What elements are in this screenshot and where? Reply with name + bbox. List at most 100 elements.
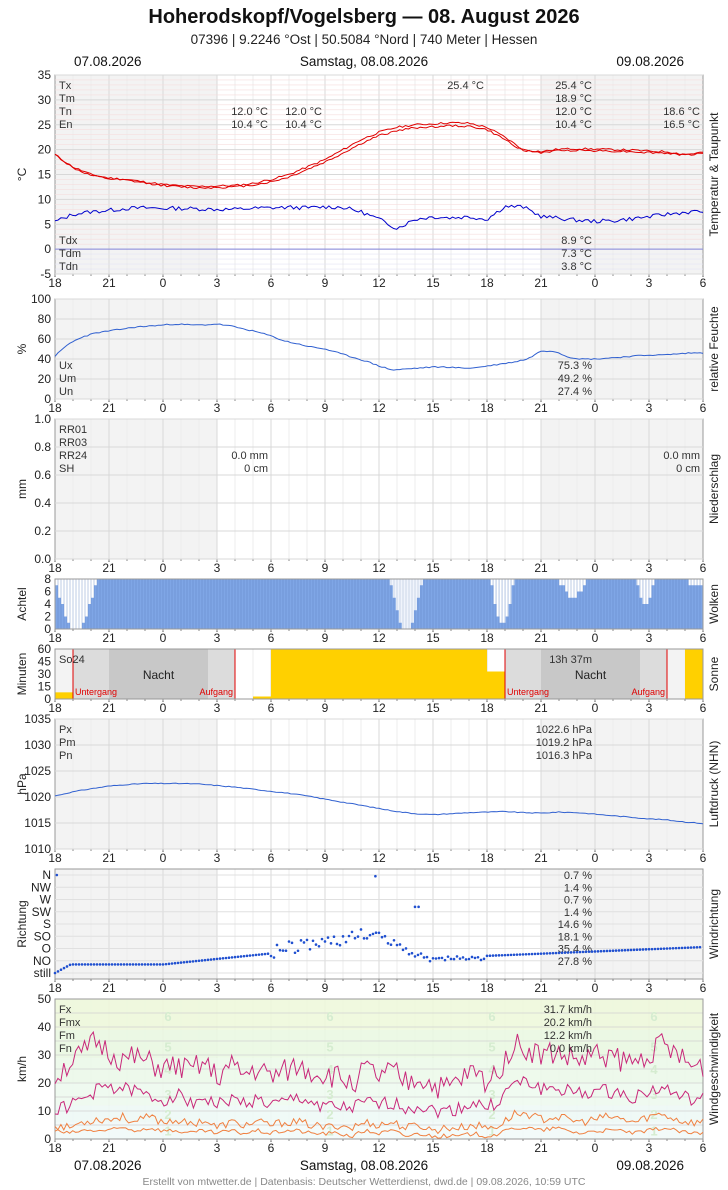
direction-point bbox=[512, 953, 516, 957]
y-tick-label: 40 bbox=[38, 352, 52, 366]
y-tick-label: 1025 bbox=[24, 764, 51, 778]
direction-point bbox=[653, 947, 657, 951]
y-tick-label: 40 bbox=[38, 1020, 52, 1034]
x-tick-label: 9 bbox=[322, 631, 329, 645]
cloud-clear-bar bbox=[688, 579, 692, 586]
direction-point bbox=[641, 948, 645, 951]
date-right-bottom: 09.08.2026 bbox=[616, 1158, 684, 1173]
direction-point bbox=[329, 942, 333, 945]
x-tick-label: 0 bbox=[592, 701, 599, 715]
legend-value: 49.2 % bbox=[558, 373, 592, 385]
direction-point bbox=[299, 939, 303, 942]
direction-point bbox=[323, 940, 327, 943]
x-tick-label: 15 bbox=[426, 981, 440, 995]
direction-point bbox=[296, 949, 300, 953]
direction-point bbox=[275, 943, 279, 947]
direction-point bbox=[569, 951, 573, 954]
cloud-clear-bar bbox=[88, 579, 91, 604]
direction-point bbox=[218, 957, 222, 960]
direction-point bbox=[230, 956, 234, 959]
x-tick-label: 18 bbox=[48, 701, 62, 715]
direction-point bbox=[161, 963, 165, 966]
x-tick-label: 18 bbox=[480, 851, 494, 865]
legend-label-tx: Tx bbox=[59, 80, 72, 92]
series-fmx bbox=[54, 1076, 704, 1119]
direction-point bbox=[287, 940, 291, 943]
direction-point bbox=[539, 952, 543, 955]
beaufort-label: 6 bbox=[650, 1009, 657, 1024]
x-tick-label: 6 bbox=[268, 701, 275, 715]
legend-value: 25.4 °C bbox=[555, 80, 592, 92]
x-tick-label: 0 bbox=[160, 276, 167, 290]
x-tick-label: 18 bbox=[480, 276, 494, 290]
legend-label-ux: Ux bbox=[59, 360, 73, 372]
cloud-clear-bar bbox=[505, 579, 509, 617]
direction-point bbox=[215, 957, 219, 961]
beaufort-band bbox=[55, 1083, 703, 1106]
x-tick-label: 6 bbox=[700, 561, 707, 575]
x-tick-label: 21 bbox=[534, 276, 548, 290]
cloud-clear-bar bbox=[416, 579, 420, 598]
direction-point bbox=[545, 952, 549, 955]
direction-point bbox=[476, 955, 480, 959]
x-tick-label: 0 bbox=[592, 401, 599, 415]
y-tick-label: 2 bbox=[44, 610, 51, 624]
legend-label-tdn: Tdn bbox=[59, 261, 78, 273]
x-tick-label: 21 bbox=[102, 631, 116, 645]
direction-point bbox=[614, 949, 618, 952]
cloud-clear-bar bbox=[583, 579, 586, 586]
direction-label: SW bbox=[32, 905, 52, 919]
direction-point bbox=[251, 953, 255, 957]
y-tick-label: 5 bbox=[44, 217, 51, 231]
direction-point bbox=[200, 959, 204, 962]
y-tick-label: 0.4 bbox=[34, 496, 51, 510]
x-tick-label: 12 bbox=[372, 401, 386, 415]
beaufort-label: 1 bbox=[326, 1124, 333, 1139]
legend-value: 7.3 °C bbox=[561, 248, 592, 260]
direction-point bbox=[146, 963, 150, 966]
x-tick-label: 15 bbox=[426, 276, 440, 290]
direction-point bbox=[74, 963, 78, 966]
cloud-clear-bar bbox=[502, 579, 506, 623]
station-info: 07396 | 9.2246 °Ost | 50.5084 °Nord | 74… bbox=[190, 32, 538, 47]
direction-label: NW bbox=[31, 880, 52, 894]
direction-point bbox=[380, 935, 384, 939]
x-tick-label: 18 bbox=[480, 981, 494, 995]
direction-point bbox=[206, 958, 210, 962]
cloud-clear-bar bbox=[577, 579, 580, 592]
direction-point bbox=[488, 954, 492, 958]
side-label: Niederschlag bbox=[707, 454, 721, 524]
direction-point bbox=[71, 963, 75, 966]
cloud-clear-bar bbox=[61, 579, 64, 604]
direction-point bbox=[209, 958, 213, 961]
direction-point bbox=[554, 951, 558, 955]
x-tick-label: 0 bbox=[160, 1141, 167, 1155]
x-tick-label: 6 bbox=[268, 851, 275, 865]
cloud-clear-bar bbox=[419, 579, 423, 586]
cloud-clear-bar bbox=[91, 579, 94, 598]
direction-point bbox=[401, 948, 405, 952]
cloud-clear-bar bbox=[73, 579, 76, 629]
cloud-clear-bar bbox=[700, 579, 704, 586]
cloud-clear-bar bbox=[691, 579, 695, 586]
direction-point bbox=[503, 953, 507, 957]
x-tick-label: 9 bbox=[322, 401, 329, 415]
x-tick-label: 0 bbox=[160, 561, 167, 575]
direction-point bbox=[650, 947, 654, 951]
beaufort-label: 6 bbox=[326, 1009, 333, 1024]
cloud-clear-bar bbox=[565, 579, 568, 592]
legend-value: 12.0 °C bbox=[555, 106, 592, 118]
cloud-clear-bar bbox=[493, 579, 497, 604]
direction-point bbox=[221, 957, 225, 960]
x-tick-label: 3 bbox=[646, 561, 653, 575]
cloud-clear-bar bbox=[697, 579, 701, 586]
direction-point bbox=[509, 953, 513, 957]
x-tick-label: 18 bbox=[48, 981, 62, 995]
side-label: Wolken bbox=[707, 584, 721, 624]
direction-point bbox=[671, 946, 675, 950]
direction-point bbox=[56, 970, 60, 973]
side-label: Windrichtung bbox=[707, 889, 721, 959]
direction-point bbox=[263, 952, 267, 956]
direction-point bbox=[668, 947, 672, 950]
